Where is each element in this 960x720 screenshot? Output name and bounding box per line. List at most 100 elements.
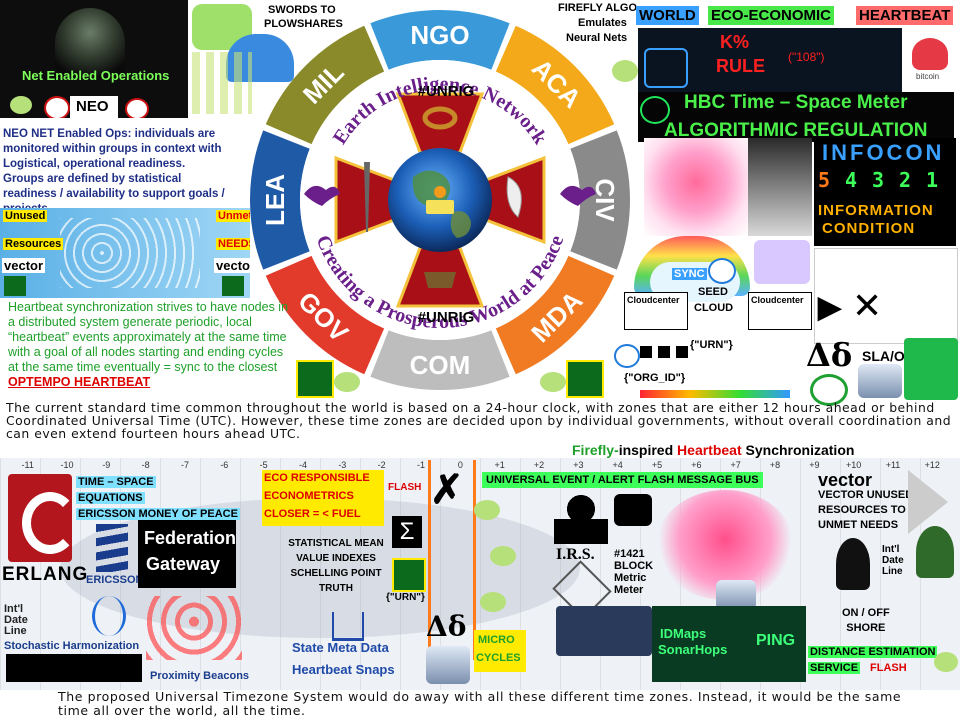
flash-column — [428, 460, 476, 660]
on-off-line2: SHORE — [846, 622, 886, 634]
lamp-icon — [426, 200, 454, 214]
date-word-right: Date — [882, 555, 904, 566]
timezone-number: -5 — [259, 460, 268, 470]
timezone-number: -2 — [377, 460, 386, 470]
eco-responsible-line3: CLOSER = < FUEL — [264, 508, 361, 520]
sigma-icon: Σ — [392, 516, 422, 548]
line-word-right: Line — [882, 566, 903, 577]
timezone-number: +3 — [573, 460, 584, 470]
firefly-bug-icon — [474, 500, 500, 520]
erlang-label: ERLANG — [2, 564, 89, 585]
infocon-level-4: 4 — [845, 168, 858, 192]
vector-unused-line2: RESOURCES TO — [818, 504, 906, 516]
algo-reg-title: ALGORITHMIC REGULATION — [664, 120, 928, 141]
metric-word: Metric — [614, 572, 647, 584]
timezone-number: +6 — [691, 460, 702, 470]
net-enabled-ops-panel: Net Enabled Operations NEO — [0, 0, 188, 118]
firefly-bug-icon — [334, 372, 360, 392]
vector-unused-block: VECTOR UNUSED RESOURCES TO UNMET NEEDS — [818, 488, 913, 533]
heartbeat-icon — [392, 558, 426, 592]
timezone-number: -7 — [180, 460, 189, 470]
hbc-title: HBC Time – Space Meter — [684, 92, 908, 113]
stat-mean-block: STATISTICAL MEAN VALUE INDEXES SCHELLING… — [288, 536, 384, 596]
intl-word-right: Int'l — [882, 544, 900, 555]
time-space-label: TIME – SPACE — [76, 476, 156, 488]
firefly-bug-icon — [10, 96, 32, 114]
federation-gateway-panel: Federation Gateway — [138, 520, 236, 588]
timezone-number: +9 — [809, 460, 820, 470]
hbc-title-bg — [638, 92, 954, 142]
dove-icon-left — [304, 185, 340, 206]
urn-label-small: {"URN"} — [386, 592, 425, 603]
irs-label: I.R.S. — [556, 546, 595, 563]
timezone-number: +7 — [730, 460, 741, 470]
heartbeat-monitor-icon — [44, 96, 70, 118]
x-logo: ▶︎ — [818, 291, 842, 324]
timezone-number: +11 — [885, 460, 901, 470]
ring-segment-ngo — [370, 9, 510, 70]
trees-graphic — [192, 52, 252, 114]
federation-label: Federation — [144, 528, 237, 548]
flash-label-small: FLASH — [388, 482, 422, 493]
proximity-label: Proximity Beacons — [150, 670, 250, 682]
ring-segment-gov — [265, 255, 385, 375]
eco-responsible-box: ECO RESPONSIBLE ECONOMETRICS CLOSER = < … — [262, 470, 384, 526]
stat-mean-line1: STATISTICAL MEAN — [288, 538, 384, 549]
timezone-number: +1 — [494, 460, 505, 470]
cloudcenter-right-label: Cloudcenter — [751, 295, 804, 305]
irs-figure — [554, 494, 608, 544]
wifi-bitcoin-icon — [644, 48, 688, 88]
net-enabled-ops-label: Net Enabled Operations — [22, 68, 170, 83]
ring-segment-com — [370, 330, 510, 391]
distance-estimation-box: DISTANCE ESTIMATION SERVICE FLASH — [808, 646, 938, 676]
inspired-word: inspired — [618, 442, 678, 458]
firefly-bug-icon — [934, 652, 958, 672]
firefly-algo-label: FIREFLY ALGO — [558, 2, 638, 14]
cloudcenter-left-label: Cloudcenter — [627, 295, 680, 305]
meter-word: Meter — [614, 584, 644, 596]
timezone-number: -8 — [141, 460, 150, 470]
time-space-box: TIME – SPACE EQUATIONS ERICSSON MONEY OF… — [74, 476, 240, 524]
firefly-bug-icon — [612, 60, 638, 82]
leading-indicators-chart: LEADING ECONOMIC INDICATORS — [814, 237, 958, 344]
distance-line1: DISTANCE ESTIMATION — [808, 646, 938, 658]
firefly-bug-icon — [490, 546, 516, 566]
camera-icon — [858, 364, 902, 398]
rule-label: RULE — [716, 56, 765, 76]
camera-icon — [426, 646, 470, 684]
brain-pulse-icon — [754, 240, 810, 284]
cycles-label: CYCLES — [476, 652, 521, 664]
intl-word: Int'l — [4, 603, 24, 615]
vector-logo: vector — [214, 258, 250, 273]
seed-label: SEED — [698, 286, 728, 298]
line-word: Line — [4, 625, 27, 637]
rule-number: ("108") — [788, 50, 825, 64]
k-percent: K% — [720, 32, 750, 52]
sonarhops-label: SonarHops — [658, 642, 728, 657]
spreadsheet-icon — [904, 338, 958, 400]
broadcast-antenna-icon — [92, 596, 126, 636]
ring-segment-lea — [250, 130, 310, 270]
heartbeat-monitor-icon — [640, 96, 670, 124]
state-meta-line1: State Meta Data — [292, 640, 389, 655]
stat-mean-line3: SCHELLING POINT — [290, 568, 382, 579]
sync-label: SYNC — [672, 268, 707, 280]
bitcoin-label: bitcoin — [916, 72, 940, 81]
vector-logo-big: vector — [818, 470, 873, 490]
infocon-condition: CONDITION — [822, 220, 916, 237]
timezone-number: +2 — [533, 460, 545, 470]
firefly-word: Firefly- — [572, 442, 619, 458]
title-eco-economic: ECO-ECONOMIC — [708, 6, 834, 25]
cyborg-head-panel — [748, 138, 812, 236]
timezone-number: -4 — [298, 460, 307, 470]
infocon-level-2: 2 — [899, 168, 912, 192]
cloud-label: CLOUD — [694, 302, 734, 314]
ring-label-civ: CIV — [590, 178, 620, 222]
firefly-sync-title: Firefly-inspired Heartbeat Synchronizati… — [572, 442, 854, 458]
vector-arrow — [908, 470, 948, 534]
timezone-numbers: -11 -10 -9 -8 -7 -6 -5 -4 -3 -2 -1 0 +1 +2 +3 +4 +5 +6 +7 +… — [8, 460, 952, 474]
timezone-number: +12 — [924, 460, 940, 470]
resources-needs-panel: Unused Resources Unmet NEEDS vector vect… — [0, 208, 250, 298]
